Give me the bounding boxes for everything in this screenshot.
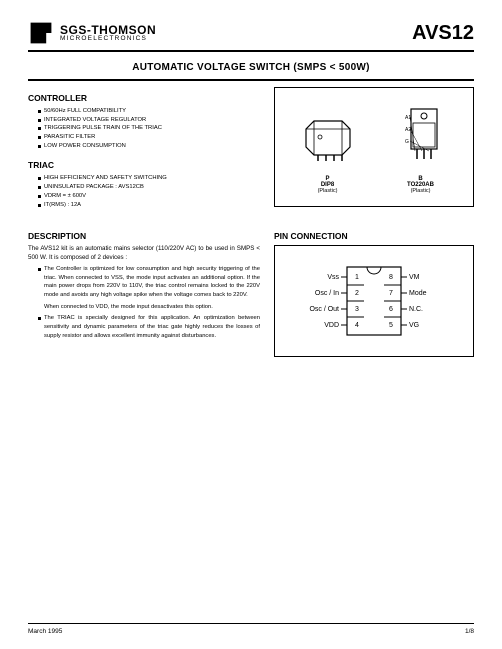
controller-item: PARASITIC FILTER [38, 133, 260, 142]
controller-item: TRIGGERING PULSE TRAIN OF THE TRIAC [38, 124, 260, 133]
pin-num: 4 [355, 322, 359, 329]
controller-item: INTEGRATED VOLTAGE REGULATOR [38, 116, 260, 125]
pkg-sub-to220: (Plastic) [391, 188, 451, 194]
part-number: AVS12 [412, 22, 474, 45]
brand-sub: MICROELECTRONICS [60, 36, 156, 43]
triac-head: TRIAC [28, 160, 260, 170]
pin-diagram: Vss Osc / In Osc / Out VDD VM Mode N.C. … [274, 245, 474, 357]
pin-num: 1 [355, 274, 359, 281]
triac-item: UNINSULATED PACKAGE : AVS12CB [38, 183, 260, 192]
triac-item: VDRM = ± 600V [38, 192, 260, 201]
controller-list: 50/60Hz FULL COMPATIBILITY INTEGRATED VO… [28, 107, 260, 150]
triac-item: HIGH EFFICIENCY AND SAFETY SWITCHING [38, 174, 260, 183]
page-title: AUTOMATIC VOLTAGE SWITCH (SMPS < 500W) [28, 62, 474, 81]
dip8-icon [298, 101, 358, 171]
pin-right-label: Mode [409, 290, 427, 297]
features-col: CONTROLLER 50/60Hz FULL COMPATIBILITY IN… [28, 87, 260, 209]
logo-block: SGS-THOMSON MICROELECTRONICS [28, 20, 156, 46]
page-footer: March 1995 1/8 [28, 623, 474, 635]
description-head: DESCRIPTION [28, 231, 260, 241]
pin-left-label: Vss [327, 274, 339, 281]
bottom-columns: DESCRIPTION The AVS12 kit is an automati… [28, 225, 474, 357]
triac-list: HIGH EFFICIENCY AND SAFETY SWITCHING UNI… [28, 174, 260, 209]
pin-num: 8 [389, 274, 393, 281]
pin-left-label: Osc / In [315, 290, 339, 297]
pinconn-head: PIN CONNECTION [274, 231, 474, 241]
pin-right-label: VG [409, 322, 419, 329]
controller-item: 50/60Hz FULL COMPATIBILITY [38, 107, 260, 116]
pin-num: 6 [389, 306, 393, 313]
desc-p1: The AVS12 kit is an automatic mains sele… [28, 245, 260, 260]
desc-b1: The Controller is optimized for low cons… [38, 265, 260, 311]
datasheet-page: SGS-THOMSON MICROELECTRONICS AVS12 AUTOM… [0, 0, 502, 649]
pin-num: 7 [389, 290, 393, 297]
footer-date: March 1995 [28, 628, 62, 635]
package-col: P DIP8 (Plastic) A1 A2 G [274, 87, 474, 209]
triac-item: IT(RMS) : 12A [38, 201, 260, 210]
package-box: P DIP8 (Plastic) A1 A2 G [274, 87, 474, 207]
header: SGS-THOMSON MICROELECTRONICS AVS12 [28, 20, 474, 52]
pin-left-label: Osc / Out [309, 306, 339, 313]
pin-num: 5 [389, 322, 393, 329]
pin-left-label: VDD [324, 322, 339, 329]
controller-item: LOW POWER CONSUMPTION [38, 142, 260, 151]
logo-text: SGS-THOMSON MICROELECTRONICS [60, 24, 156, 43]
pin-right-label: VM [409, 274, 420, 281]
pin-num: 2 [355, 290, 359, 297]
to220-icon: A1 A2 G [391, 101, 451, 171]
st-logo-icon [28, 20, 54, 46]
pin-g: G [405, 139, 409, 145]
top-columns: CONTROLLER 50/60Hz FULL COMPATIBILITY IN… [28, 87, 474, 209]
pin-right-label: N.C. [409, 306, 423, 313]
pinconn-col: PIN CONNECTION Vss Osc / In Osc / Out VD… [274, 225, 474, 357]
footer-page: 1/8 [465, 628, 474, 635]
description-col: DESCRIPTION The AVS12 kit is an automati… [28, 225, 260, 357]
description-text: The AVS12 kit is an automatic mains sele… [28, 245, 260, 340]
package-to220: A1 A2 G B TO220AB (Plastic) [391, 101, 451, 194]
pin-num: 3 [355, 306, 359, 313]
brand-name: SGS-THOMSON [60, 24, 156, 36]
desc-b2: The TRIAC is specially designed for this… [38, 314, 260, 340]
package-dip8: P DIP8 (Plastic) [298, 101, 358, 194]
controller-head: CONTROLLER [28, 93, 260, 103]
pkg-sub-dip8: (Plastic) [298, 188, 358, 194]
pinout-icon: Vss Osc / In Osc / Out VDD VM Mode N.C. … [289, 255, 459, 347]
